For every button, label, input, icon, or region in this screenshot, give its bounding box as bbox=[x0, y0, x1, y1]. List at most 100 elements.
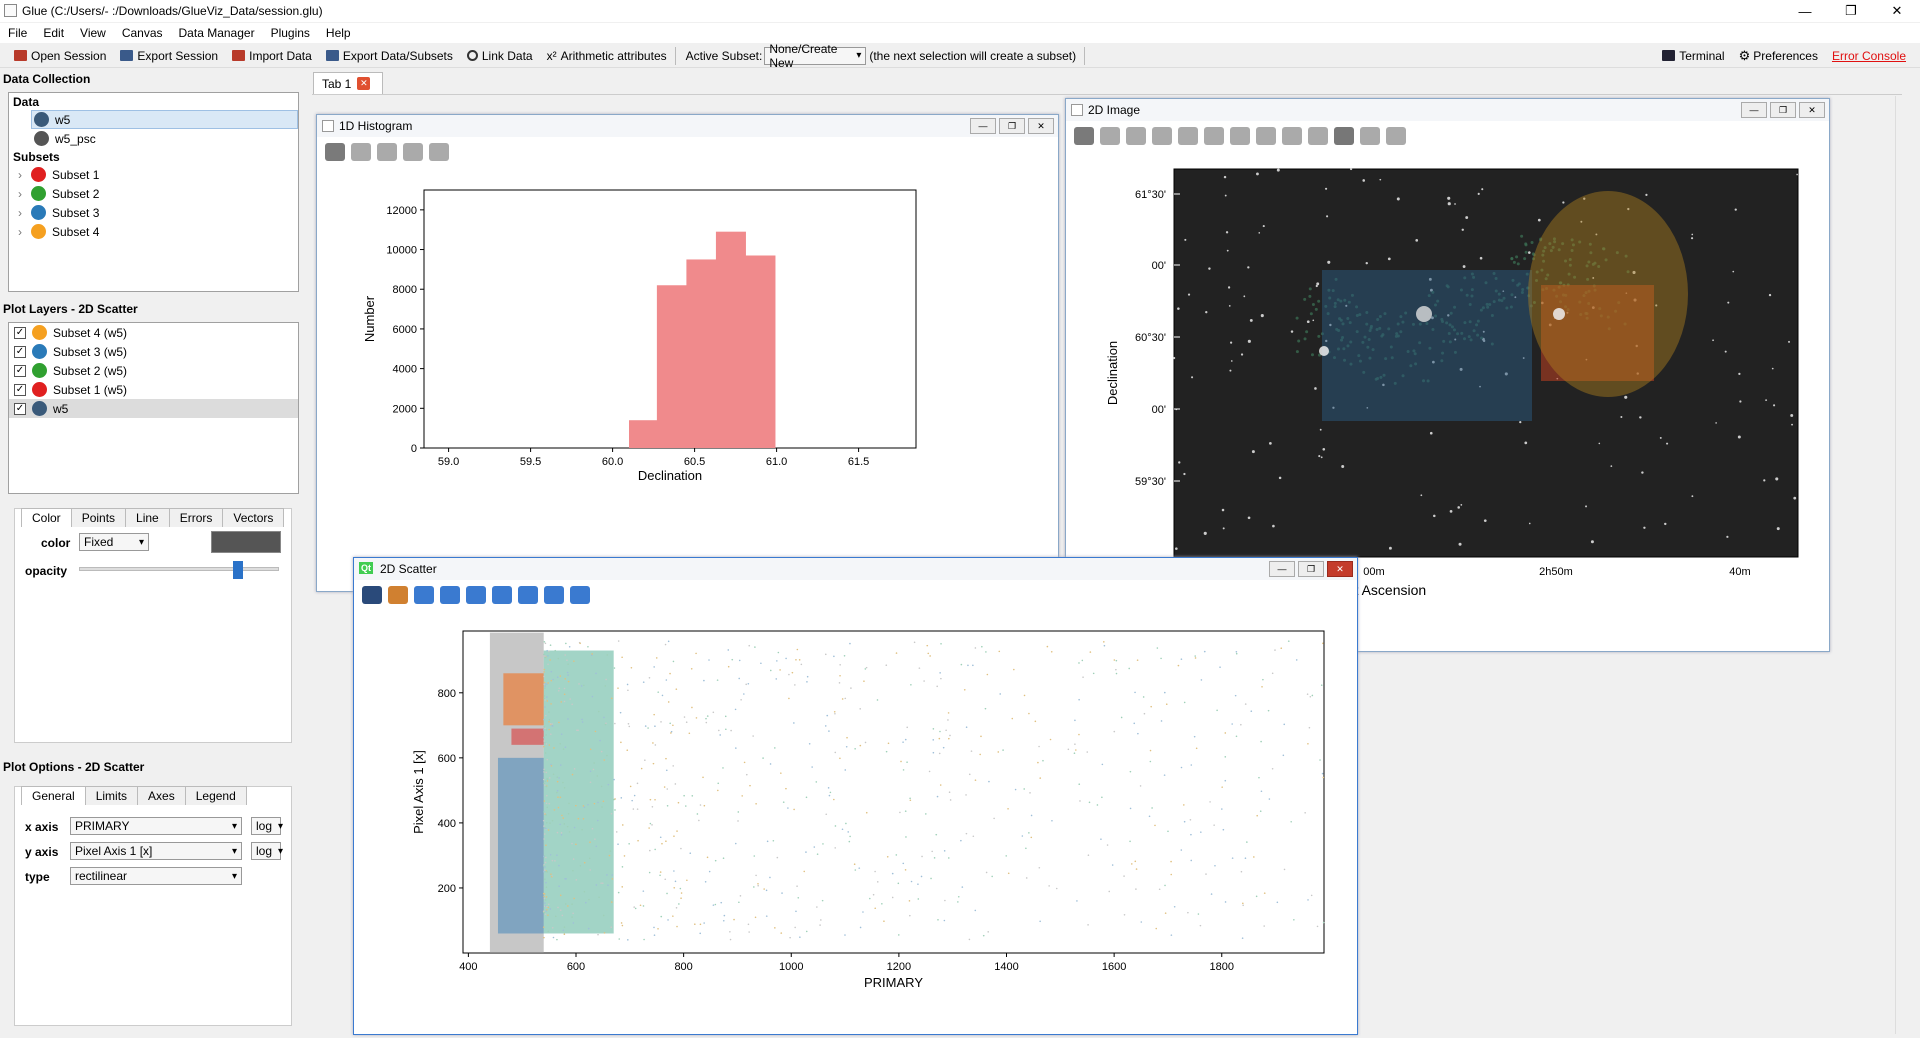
open-session-button[interactable]: Open Session bbox=[14, 49, 106, 63]
layer-checkbox[interactable]: ✓ bbox=[14, 383, 26, 396]
menu-plugins[interactable]: Plugins bbox=[270, 26, 310, 40]
pan-icon[interactable] bbox=[1126, 127, 1146, 145]
close-button[interactable]: ✕ bbox=[1799, 102, 1825, 118]
color-mode-combo[interactable]: Fixed bbox=[79, 533, 149, 551]
export-session-button[interactable]: Export Session bbox=[120, 49, 218, 63]
x-range-icon[interactable] bbox=[492, 586, 512, 604]
error-console-button[interactable]: Error Console bbox=[1831, 48, 1906, 63]
zoom-icon[interactable] bbox=[1152, 127, 1172, 145]
x-tick-label: 59.5 bbox=[520, 456, 541, 468]
tab-axes[interactable]: Axes bbox=[137, 786, 186, 805]
minimize-button[interactable]: — bbox=[1798, 3, 1812, 19]
layer-item-subset-2[interactable]: ✓ Subset 2 (w5) bbox=[14, 363, 128, 378]
crosshair-icon[interactable] bbox=[1308, 127, 1328, 145]
active-subset-combo[interactable]: None/Create New bbox=[764, 42, 867, 70]
expand-arrow-icon[interactable]: › bbox=[18, 224, 22, 239]
tab-close-icon[interactable]: ✕ bbox=[357, 77, 371, 90]
canvas-vertical-scrollbar[interactable] bbox=[1895, 96, 1911, 1034]
close-button[interactable]: ✕ bbox=[1891, 3, 1903, 18]
home-icon[interactable] bbox=[388, 586, 408, 604]
home-icon[interactable] bbox=[1100, 127, 1120, 145]
y-range-icon[interactable] bbox=[518, 586, 538, 604]
import-data-button[interactable]: Import Data bbox=[232, 49, 312, 63]
pan-icon[interactable] bbox=[414, 586, 434, 604]
save-icon[interactable] bbox=[1074, 127, 1094, 145]
restore-button[interactable]: ❐ bbox=[999, 118, 1025, 134]
rectangle-select-icon[interactable] bbox=[1178, 127, 1198, 145]
layer-checkbox[interactable]: ✓ bbox=[14, 326, 26, 339]
profile-icon[interactable] bbox=[1360, 127, 1380, 145]
layer-checkbox[interactable]: ✓ bbox=[14, 364, 26, 377]
x-range-icon[interactable] bbox=[429, 143, 449, 161]
expand-arrow-icon[interactable]: › bbox=[18, 167, 22, 182]
close-button[interactable]: ✕ bbox=[1028, 118, 1054, 134]
subset-item-4[interactable]: › Subset 4 bbox=[9, 222, 298, 241]
tab-line[interactable]: Line bbox=[125, 508, 170, 527]
subset-item-1[interactable]: › Subset 1 bbox=[9, 165, 298, 184]
minimize-button[interactable]: — bbox=[970, 118, 996, 134]
y-log-button[interactable]: log bbox=[251, 842, 281, 860]
restore-button[interactable]: ❐ bbox=[1770, 102, 1796, 118]
menu-view[interactable]: View bbox=[80, 26, 106, 40]
expand-arrow-icon[interactable]: › bbox=[18, 205, 22, 220]
zoom-icon[interactable] bbox=[440, 586, 460, 604]
y-axis-combo[interactable]: Pixel Axis 1 [x] bbox=[70, 842, 242, 860]
tab-general[interactable]: General bbox=[21, 786, 86, 805]
preferences-button[interactable]: ⚙ Preferences bbox=[1738, 47, 1818, 63]
opacity-slider-track[interactable] bbox=[79, 567, 279, 571]
layer-checkbox[interactable]: ✓ bbox=[14, 402, 26, 415]
restore-button[interactable]: ❐ bbox=[1298, 561, 1324, 577]
tab-legend[interactable]: Legend bbox=[184, 786, 247, 805]
tab-points[interactable]: Points bbox=[70, 508, 127, 527]
polygon-select-icon[interactable] bbox=[1282, 127, 1302, 145]
layer-checkbox[interactable]: ✓ bbox=[14, 345, 26, 358]
home-icon[interactable] bbox=[351, 143, 371, 161]
polygon-select-icon[interactable] bbox=[570, 586, 590, 604]
menu-help[interactable]: Help bbox=[325, 26, 351, 40]
save-icon[interactable] bbox=[362, 586, 382, 604]
color-swatch[interactable] bbox=[211, 531, 281, 553]
tab-errors[interactable]: Errors bbox=[168, 508, 224, 527]
minimize-button[interactable]: — bbox=[1741, 102, 1767, 118]
menu-file[interactable]: File bbox=[8, 26, 28, 40]
menu-edit[interactable]: Edit bbox=[43, 26, 65, 40]
layer-item-subset-4[interactable]: ✓ Subset 4 (w5) bbox=[14, 325, 128, 340]
layer-item-subset-3[interactable]: ✓ Subset 3 (w5) bbox=[14, 344, 128, 359]
x-log-button[interactable]: log bbox=[251, 817, 281, 835]
link-data-button[interactable]: Link Data bbox=[466, 49, 533, 63]
contrast-icon[interactable] bbox=[1334, 127, 1354, 145]
tab-color[interactable]: Color bbox=[21, 508, 72, 527]
rectangle-select-icon[interactable] bbox=[466, 586, 486, 604]
scatter-point bbox=[551, 859, 554, 862]
x-axis-combo[interactable]: PRIMARY bbox=[70, 817, 242, 835]
data-item-w5[interactable]: w5 bbox=[31, 110, 298, 129]
close-button[interactable]: ✕ bbox=[1327, 561, 1353, 577]
menu-canvas[interactable]: Canvas bbox=[121, 26, 163, 40]
terminal-button[interactable]: Terminal bbox=[1662, 49, 1725, 63]
canvas-tab[interactable]: Tab 1 ✕ bbox=[313, 72, 383, 94]
opacity-slider-handle[interactable] bbox=[233, 561, 243, 579]
scatter-point bbox=[939, 672, 941, 674]
cube-icon[interactable] bbox=[1386, 127, 1406, 145]
tab-vectors[interactable]: Vectors bbox=[222, 508, 285, 527]
circle-select-icon[interactable] bbox=[544, 586, 564, 604]
arithmetic-attributes-button[interactable]: x² Arithmetic attributes bbox=[546, 48, 667, 63]
subset-item-3[interactable]: › Subset 3 bbox=[9, 203, 298, 222]
y-range-icon[interactable] bbox=[1230, 127, 1250, 145]
menu-data-manager[interactable]: Data Manager bbox=[178, 26, 255, 40]
type-combo[interactable]: rectilinear bbox=[70, 867, 242, 885]
layer-item-subset-1[interactable]: ✓ Subset 1 (w5) bbox=[14, 382, 128, 397]
save-icon[interactable] bbox=[325, 143, 345, 161]
data-item-w5-psc[interactable]: w5_psc bbox=[31, 129, 298, 148]
subset-item-2[interactable]: › Subset 2 bbox=[9, 184, 298, 203]
maximize-button[interactable]: ❐ bbox=[1845, 3, 1857, 18]
zoom-icon[interactable] bbox=[403, 143, 423, 161]
pan-icon[interactable] bbox=[377, 143, 397, 161]
x-range-icon[interactable] bbox=[1204, 127, 1224, 145]
tab-limits[interactable]: Limits bbox=[84, 786, 139, 805]
circle-select-icon[interactable] bbox=[1256, 127, 1276, 145]
export-data-button[interactable]: Export Data/Subsets bbox=[325, 49, 453, 63]
minimize-button[interactable]: — bbox=[1269, 561, 1295, 577]
expand-arrow-icon[interactable]: › bbox=[18, 186, 22, 201]
layer-item-w5[interactable]: ✓ w5 bbox=[9, 399, 298, 418]
